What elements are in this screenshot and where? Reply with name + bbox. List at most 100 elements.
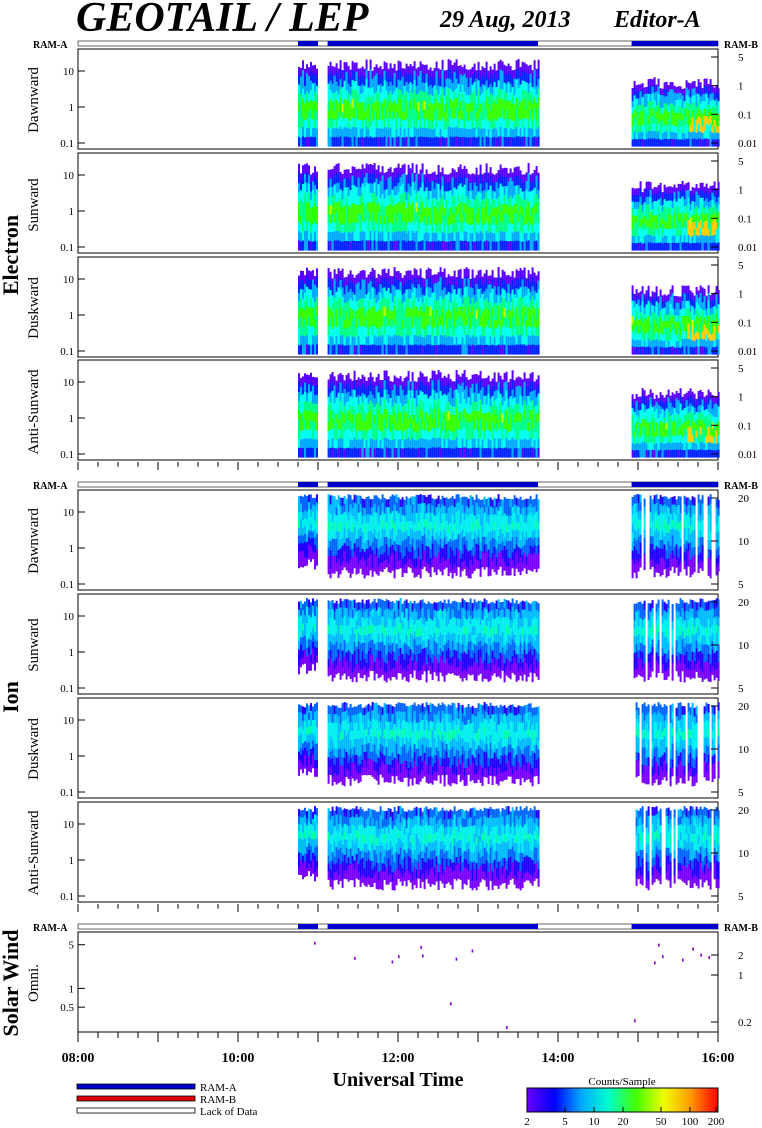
spectrogram-cell xyxy=(403,94,406,104)
spectrogram-cell xyxy=(439,334,442,345)
spectrogram-cell xyxy=(509,83,512,94)
spectrogram-cell xyxy=(507,336,510,346)
spectrogram-cell xyxy=(443,87,446,97)
spectrogram-cell xyxy=(677,86,680,94)
spectrogram-cell xyxy=(533,308,536,319)
spectrogram-cell xyxy=(425,178,428,188)
spectrogram-cell xyxy=(333,421,336,431)
spectrogram-cell xyxy=(341,190,344,200)
spectrogram-cell xyxy=(389,167,392,178)
spectrogram-cell xyxy=(633,209,636,217)
spectrogram-cell xyxy=(355,388,358,398)
spectrogram-cell xyxy=(653,236,656,244)
spectrogram-cell xyxy=(427,344,430,355)
spectrogram-cell xyxy=(379,388,382,398)
spectrogram-cell xyxy=(421,91,424,102)
spectrogram-cell xyxy=(391,381,394,391)
spectrogram-cell xyxy=(389,213,392,224)
spectrogram-cell xyxy=(645,132,648,141)
spectrogram-cell xyxy=(349,298,352,309)
spectrogram-cell xyxy=(298,336,300,346)
spectrogram-cell xyxy=(647,300,650,310)
spectrogram-cell xyxy=(361,66,364,76)
spectrogram-cell xyxy=(505,292,508,303)
spectrogram-cell xyxy=(333,221,336,232)
spectrogram-cell xyxy=(316,377,318,387)
spectrogram-cell xyxy=(473,207,476,217)
spectrogram-cell xyxy=(531,173,534,183)
spectrogram-cell xyxy=(437,183,440,194)
spectrogram-cell xyxy=(433,119,436,130)
spectrogram-cell xyxy=(407,316,410,327)
spectrogram-cell xyxy=(353,389,356,401)
spectrogram-cell xyxy=(639,104,642,113)
spectrogram-cell xyxy=(337,182,340,193)
spectrogram-cell xyxy=(447,59,450,70)
spectrogram-cell xyxy=(399,108,402,119)
spectrogram-cell xyxy=(673,105,676,114)
spectrogram-cell xyxy=(437,221,440,232)
spectrogram-cell xyxy=(527,172,530,183)
spectrogram-cell xyxy=(431,232,434,242)
spectrogram-cell xyxy=(473,311,476,321)
spectrogram-cell xyxy=(707,315,710,325)
spectrogram-cell xyxy=(335,81,338,92)
spectrogram-cell xyxy=(695,112,698,121)
spectrogram-cell xyxy=(337,402,340,412)
spectrogram-cell xyxy=(465,325,468,336)
spectrogram-cell xyxy=(333,75,336,86)
spectrogram-cell xyxy=(429,430,432,441)
spectrogram-cell xyxy=(375,82,378,93)
spectrogram-cell xyxy=(645,290,648,298)
spectrogram-cell xyxy=(443,103,446,113)
spectrogram-cell xyxy=(483,207,486,217)
spectrogram-cell xyxy=(417,301,420,311)
spectrogram-cell xyxy=(413,381,416,391)
spectrogram-cell xyxy=(331,295,334,305)
spectrogram-cell xyxy=(363,213,366,224)
spectrogram-cell xyxy=(491,326,494,336)
spectrogram-cell xyxy=(304,164,306,175)
y-tick-label-right: 1 xyxy=(738,185,744,197)
spectrogram-cell xyxy=(343,99,346,110)
spectrogram-cell xyxy=(369,299,372,309)
spectrogram-cell xyxy=(691,326,694,335)
spectrogram-cell xyxy=(491,316,494,327)
panel-label-e-sunward: Sunward xyxy=(26,178,42,232)
spectrogram-cell xyxy=(491,215,494,226)
spectrogram-cell xyxy=(465,296,468,307)
spectrogram-cell xyxy=(463,184,466,195)
spectrogram-cell xyxy=(451,276,454,286)
spectrogram-cell xyxy=(485,127,488,138)
spectrogram-cell xyxy=(635,85,638,93)
spectrogram-cell xyxy=(449,98,452,109)
spectrogram-cell xyxy=(499,136,502,147)
spectrogram-cell xyxy=(521,298,524,309)
spectrogram-cell xyxy=(383,297,386,308)
spectrogram-cell xyxy=(347,309,350,320)
spectrogram-cell xyxy=(489,128,492,138)
spectrogram-cell xyxy=(691,103,694,111)
spectrogram-cell xyxy=(509,74,512,85)
spectrogram-cell xyxy=(363,177,366,188)
spectrogram-cell xyxy=(497,169,500,180)
spectrogram-cell xyxy=(314,100,316,111)
spectrogram-cell xyxy=(425,64,428,75)
spectrogram-cell xyxy=(481,191,484,201)
spectrogram-cell xyxy=(339,391,342,402)
spectrogram-cell xyxy=(413,241,416,251)
spectrogram-cell xyxy=(513,213,516,224)
spectrogram-cell xyxy=(519,334,522,346)
spectrogram-cell xyxy=(427,86,430,96)
spectrogram-cell xyxy=(689,125,692,133)
spectrogram-cell xyxy=(689,111,692,119)
spectrogram-cell xyxy=(383,61,386,72)
spectrogram-cell xyxy=(375,118,378,129)
spectrogram-cell xyxy=(699,227,702,236)
spectrogram-cell xyxy=(310,118,312,128)
spectrogram-cell xyxy=(675,308,678,316)
spectrogram-cell xyxy=(489,119,492,129)
spectrogram-cell xyxy=(361,344,364,355)
spectrogram-cell xyxy=(373,381,376,391)
spectrogram-cell xyxy=(431,345,434,355)
